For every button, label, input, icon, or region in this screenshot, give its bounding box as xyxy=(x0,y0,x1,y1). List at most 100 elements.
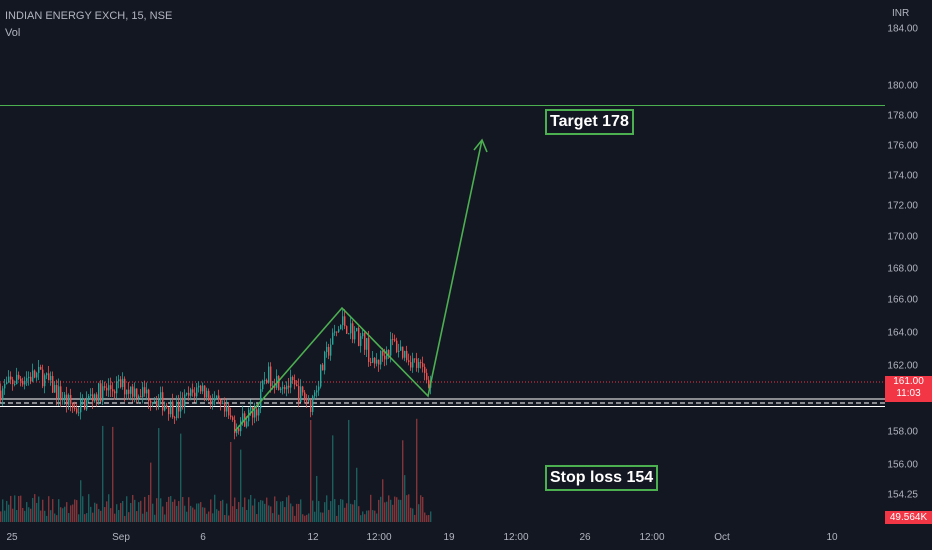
volume-bar xyxy=(290,503,292,522)
currency-label: INR xyxy=(892,8,910,19)
candle-body xyxy=(208,390,210,401)
volume-bar xyxy=(288,495,290,522)
volume-bar xyxy=(72,504,74,522)
volume-bar xyxy=(172,501,174,522)
candle-body xyxy=(18,374,20,379)
x-tick-label: 19 xyxy=(443,532,455,543)
candle-body xyxy=(398,350,400,352)
volume-bar xyxy=(180,433,182,522)
volume-bar xyxy=(142,513,144,522)
candle-body xyxy=(418,362,420,368)
volume-bar xyxy=(230,442,232,522)
candle-body xyxy=(216,395,218,399)
candle-body xyxy=(20,378,22,382)
candle-body xyxy=(362,333,364,337)
candle-body xyxy=(200,385,202,392)
volume-bar xyxy=(392,504,394,522)
volume-bar xyxy=(144,496,146,522)
candle-body xyxy=(370,361,372,363)
candle-body xyxy=(256,409,258,416)
volume-bar xyxy=(268,505,270,522)
volume-bar xyxy=(100,510,102,522)
volume-bar xyxy=(238,502,240,522)
candle-body xyxy=(106,387,108,391)
volume-bar xyxy=(150,462,152,522)
volume-bar xyxy=(128,512,130,522)
candle-body xyxy=(180,397,182,412)
stop-loss-annotation[interactable]: Stop loss 154 xyxy=(545,465,659,491)
candle-body xyxy=(92,394,94,402)
symbol-title[interactable]: INDIAN ENERGY EXCH, 15, NSE xyxy=(5,10,173,22)
candle-body xyxy=(158,399,160,407)
last-price-value: 161.00 xyxy=(893,376,924,387)
volume-bar xyxy=(256,514,258,522)
volume-bar xyxy=(330,501,332,522)
candle-body xyxy=(264,379,266,381)
candle-body xyxy=(280,388,282,390)
candle-body xyxy=(192,389,194,393)
volume-bar xyxy=(300,499,302,522)
candle-body xyxy=(390,339,392,356)
volume-bar xyxy=(246,510,248,522)
candle-body xyxy=(136,388,138,399)
volume-bar xyxy=(362,511,364,522)
candle-body xyxy=(186,392,188,395)
volume-bar xyxy=(20,495,22,522)
candle-body xyxy=(258,408,260,416)
volume-bar xyxy=(398,499,400,522)
volume-bar xyxy=(274,496,276,522)
candles xyxy=(0,309,432,440)
candle-body xyxy=(230,415,232,418)
candle-body xyxy=(322,364,324,371)
volume-bar xyxy=(418,504,420,522)
volume-bar xyxy=(336,515,338,522)
candle-body xyxy=(78,412,80,414)
volume-value-tag: 49.564K xyxy=(885,511,932,524)
candle-body xyxy=(128,389,130,394)
volume-bar xyxy=(26,502,28,522)
volume-bar xyxy=(96,503,98,522)
candle-body xyxy=(268,366,270,383)
volume-bar xyxy=(338,505,340,522)
volume-bar xyxy=(14,495,16,522)
target-annotation[interactable]: Target 178 xyxy=(545,109,634,135)
candle-body xyxy=(118,379,120,382)
volume-bar xyxy=(278,514,280,522)
candle-body xyxy=(26,378,28,381)
candle-body xyxy=(400,346,402,351)
volume-bar xyxy=(240,449,242,522)
candle-body xyxy=(260,389,262,409)
volume-bar xyxy=(130,502,132,522)
candle-body xyxy=(380,350,382,365)
candle-body xyxy=(420,362,422,364)
candle-body xyxy=(104,386,106,388)
volume-bar xyxy=(4,510,6,522)
candle-body xyxy=(94,394,96,402)
volume-bar xyxy=(296,503,298,522)
candle-body xyxy=(8,376,10,383)
x-tick-label: 6 xyxy=(200,532,206,543)
candle-body xyxy=(402,346,404,358)
volume-bar xyxy=(378,499,380,522)
volume-bar xyxy=(346,503,348,522)
volume-bar xyxy=(366,510,368,522)
candle-body xyxy=(336,331,338,333)
candle-body xyxy=(82,399,84,401)
volume-bar xyxy=(412,508,414,522)
volume-bar xyxy=(106,501,108,522)
volume-bar xyxy=(24,510,26,522)
volume-bar xyxy=(406,495,408,522)
candle-body xyxy=(396,340,398,352)
candle-body xyxy=(34,370,36,378)
candle-body xyxy=(98,383,100,402)
volume-legend[interactable]: Vol xyxy=(5,27,21,39)
volume-bar xyxy=(294,515,296,522)
candle-body xyxy=(162,392,164,411)
volume-bar xyxy=(178,501,180,522)
volume-bar xyxy=(196,503,198,522)
candle-body xyxy=(292,376,294,381)
volume-bar xyxy=(82,496,84,522)
volume-bar xyxy=(132,494,134,522)
